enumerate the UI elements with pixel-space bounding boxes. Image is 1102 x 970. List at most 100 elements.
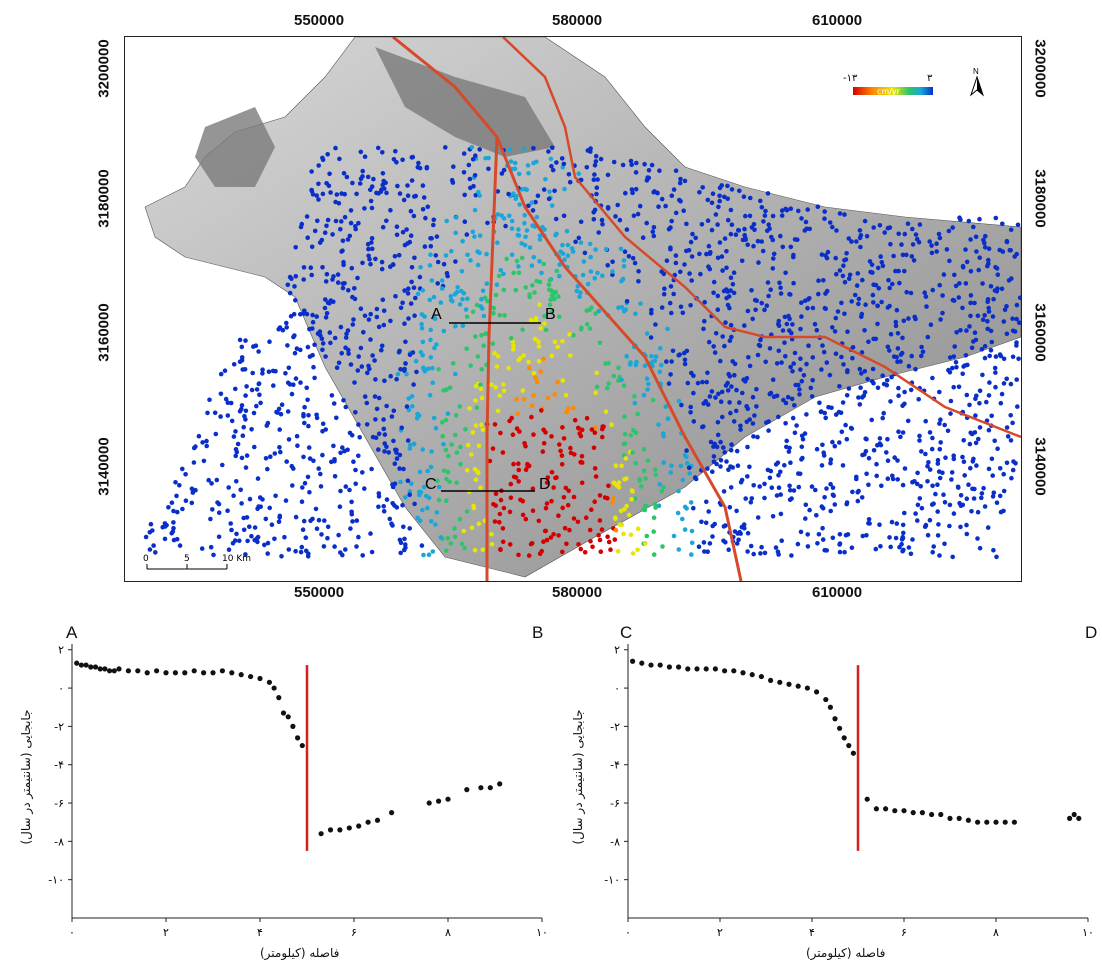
velocity-point bbox=[288, 313, 294, 319]
velocity-point bbox=[308, 518, 313, 524]
velocity-point bbox=[729, 442, 734, 447]
velocity-point bbox=[302, 480, 308, 486]
velocity-point bbox=[700, 185, 705, 190]
velocity-point bbox=[798, 326, 803, 332]
velocity-point bbox=[544, 537, 550, 543]
velocity-point bbox=[323, 279, 329, 284]
velocity-point bbox=[668, 470, 674, 475]
velocity-point bbox=[233, 453, 238, 459]
data-point bbox=[276, 695, 282, 701]
velocity-point bbox=[644, 533, 650, 539]
velocity-point bbox=[511, 343, 516, 349]
velocity-point bbox=[689, 540, 695, 546]
velocity-point bbox=[320, 341, 326, 346]
velocity-point bbox=[986, 257, 991, 263]
velocity-point bbox=[884, 382, 890, 388]
velocity-point bbox=[982, 504, 988, 509]
velocity-point bbox=[657, 482, 662, 487]
velocity-point bbox=[752, 297, 758, 303]
velocity-point bbox=[917, 433, 922, 439]
velocity-point bbox=[668, 372, 673, 377]
velocity-point bbox=[860, 533, 866, 539]
velocity-point bbox=[616, 305, 621, 311]
velocity-point bbox=[432, 345, 437, 351]
velocity-point bbox=[531, 145, 536, 151]
data-point bbox=[389, 810, 395, 816]
velocity-point bbox=[501, 167, 507, 173]
velocity-point bbox=[621, 258, 627, 263]
velocity-point bbox=[641, 507, 646, 512]
velocity-point bbox=[506, 191, 511, 197]
velocity-point bbox=[401, 197, 407, 203]
velocity-point bbox=[520, 327, 525, 333]
velocity-point bbox=[409, 394, 415, 399]
velocity-point bbox=[498, 547, 503, 552]
velocity-point bbox=[803, 219, 809, 225]
velocity-point bbox=[964, 392, 970, 398]
velocity-point bbox=[350, 180, 355, 186]
velocity-point bbox=[521, 146, 527, 152]
velocity-point bbox=[516, 552, 521, 558]
x-tick-label: ۰ bbox=[625, 926, 631, 938]
data-point bbox=[873, 806, 879, 812]
velocity-point bbox=[677, 197, 682, 203]
velocity-point bbox=[314, 193, 319, 198]
velocity-point bbox=[380, 150, 385, 155]
velocity-point bbox=[651, 233, 657, 239]
velocity-point bbox=[849, 299, 854, 304]
velocity-point bbox=[354, 191, 359, 197]
velocity-point bbox=[328, 190, 333, 195]
velocity-point bbox=[417, 165, 423, 171]
velocity-point bbox=[452, 292, 458, 297]
velocity-point bbox=[375, 145, 381, 151]
velocity-point bbox=[509, 252, 515, 258]
velocity-point bbox=[403, 495, 408, 500]
legend-max-label: ۳ bbox=[927, 73, 933, 84]
velocity-point bbox=[599, 217, 605, 223]
velocity-point bbox=[757, 484, 762, 489]
velocity-point bbox=[461, 528, 467, 534]
velocity-point bbox=[653, 354, 659, 359]
velocity-point bbox=[971, 456, 976, 462]
velocity-point bbox=[941, 272, 947, 277]
velocity-point bbox=[508, 159, 514, 164]
velocity-point bbox=[621, 263, 627, 269]
velocity-point bbox=[462, 219, 468, 224]
velocity-point bbox=[277, 445, 282, 450]
velocity-point bbox=[605, 534, 610, 539]
velocity-point bbox=[850, 489, 855, 495]
velocity-point bbox=[902, 466, 908, 471]
data-point bbox=[257, 675, 263, 682]
velocity-point bbox=[1001, 319, 1007, 324]
velocity-point bbox=[327, 300, 332, 306]
velocity-point bbox=[804, 361, 809, 367]
velocity-point bbox=[428, 464, 434, 470]
velocity-point bbox=[985, 326, 990, 332]
velocity-point bbox=[681, 208, 686, 213]
velocity-point bbox=[820, 442, 825, 448]
velocity-point bbox=[305, 554, 311, 559]
velocity-point bbox=[648, 335, 654, 340]
velocity-point bbox=[785, 394, 791, 400]
velocity-point bbox=[458, 288, 464, 294]
velocity-point bbox=[478, 485, 483, 490]
velocity-point bbox=[500, 450, 506, 455]
velocity-point bbox=[1012, 329, 1018, 334]
velocity-point bbox=[594, 384, 600, 390]
velocity-point bbox=[305, 474, 311, 480]
velocity-point bbox=[386, 450, 392, 455]
velocity-point bbox=[479, 296, 484, 302]
velocity-point bbox=[765, 228, 770, 234]
velocity-point bbox=[587, 527, 593, 533]
velocity-point bbox=[525, 163, 531, 168]
velocity-point bbox=[233, 386, 238, 392]
velocity-point bbox=[349, 265, 355, 271]
velocity-point bbox=[954, 330, 959, 335]
velocity-point bbox=[379, 259, 385, 265]
velocity-point bbox=[917, 496, 923, 501]
velocity-point bbox=[420, 207, 426, 212]
velocity-point bbox=[536, 359, 542, 364]
velocity-point bbox=[464, 509, 470, 514]
velocity-point bbox=[596, 532, 601, 538]
velocity-point bbox=[770, 237, 776, 243]
